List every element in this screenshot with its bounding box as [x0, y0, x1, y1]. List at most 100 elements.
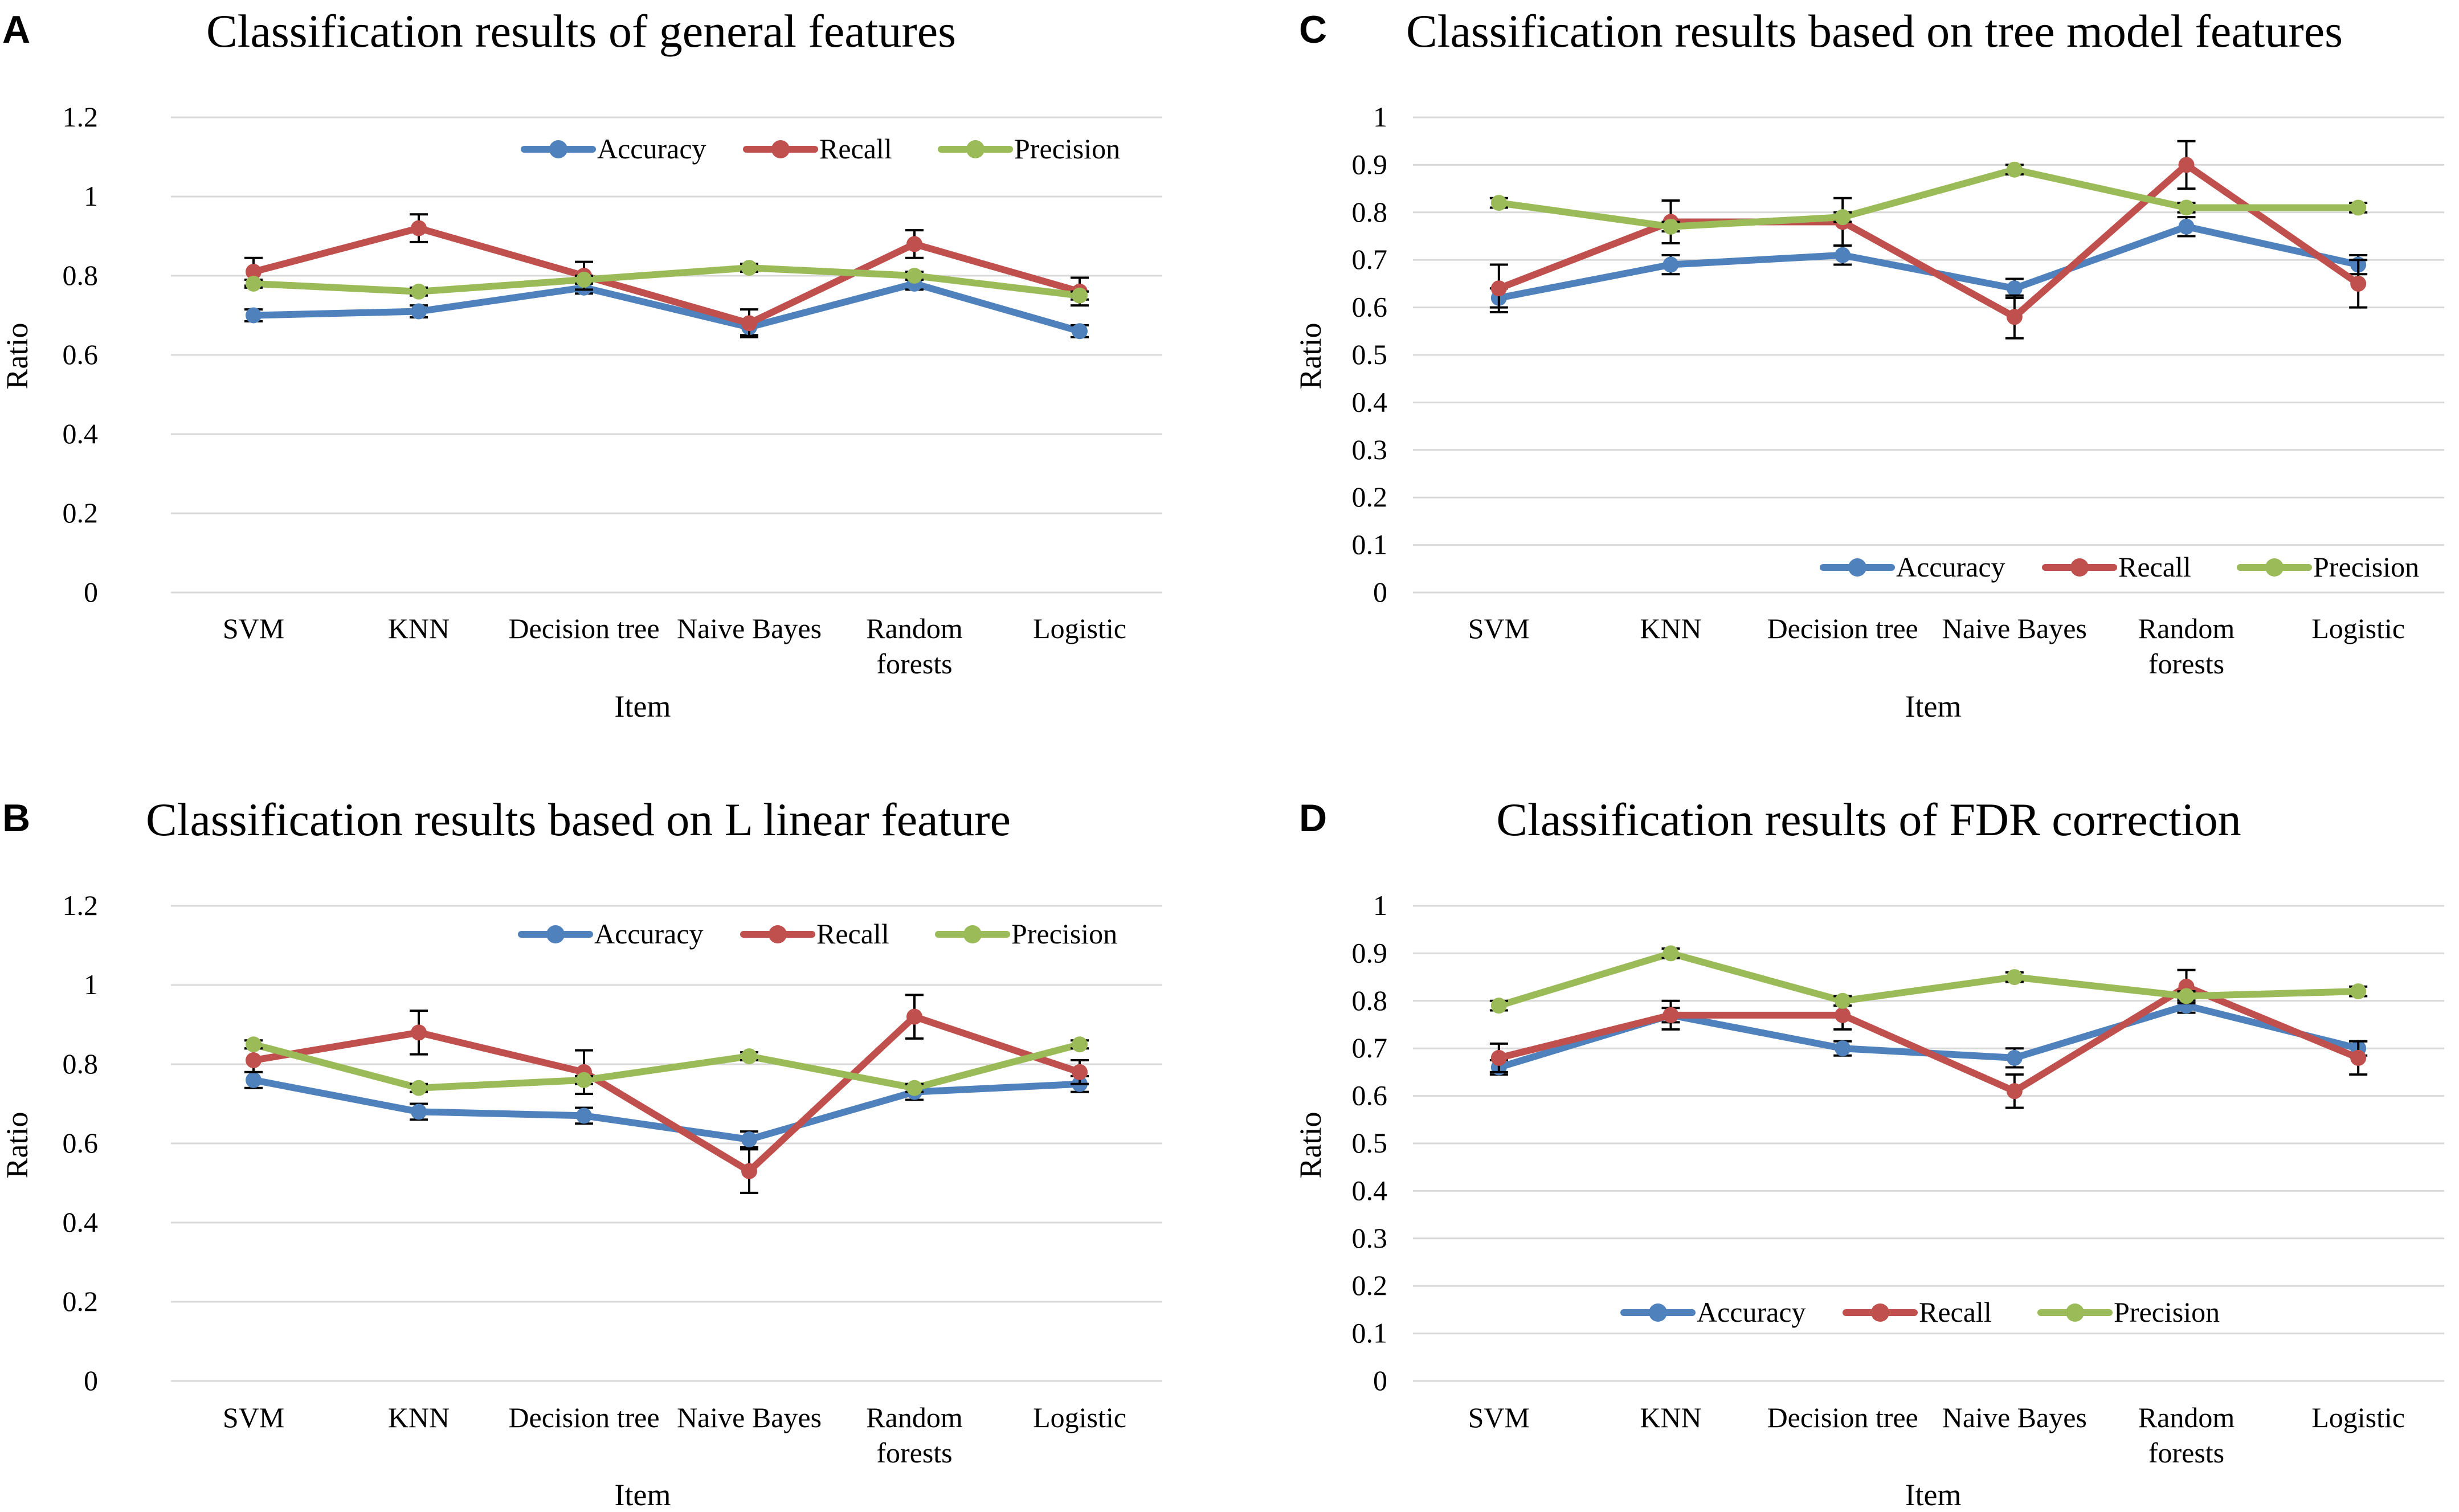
- legend-swatch-marker: [769, 925, 787, 943]
- x-tick-label: Logistic: [2311, 1401, 2405, 1433]
- data-point: [2350, 199, 2367, 216]
- x-tick-label-line: Naive Bayes: [677, 1401, 822, 1433]
- x-tick-label-line: Random: [2138, 612, 2235, 644]
- x-tick-label: SVM: [223, 1401, 284, 1433]
- data-point: [1072, 287, 1088, 304]
- y-tick-label: 0.8: [1352, 984, 1388, 1016]
- legend-label: Accuracy: [597, 133, 706, 165]
- panel-letter: B: [2, 796, 30, 840]
- x-tick-label-line: Naive Bayes: [677, 612, 822, 644]
- y-tick-label: 0.3: [1352, 434, 1388, 465]
- y-tick-label: 0.7: [1352, 243, 1388, 275]
- y-tick-label: 0.4: [63, 1206, 99, 1238]
- legend-label: Accuracy: [594, 918, 704, 950]
- series-line: [250, 280, 1083, 335]
- y-tick-label: 0.6: [63, 1127, 99, 1159]
- data-point: [2006, 1083, 2023, 1100]
- x-tick-label-line: SVM: [223, 1401, 284, 1433]
- data-point: [741, 1163, 757, 1179]
- data-point: [1835, 992, 1851, 1009]
- legend-label: Precision: [2313, 551, 2419, 583]
- data-point: [576, 1108, 592, 1124]
- x-tick-label: Logistic: [1033, 612, 1126, 644]
- chart-panel-b: B Classification results based on L linea…: [0, 794, 1162, 1512]
- data-point: [2350, 275, 2367, 292]
- series-line: [1495, 950, 2362, 1010]
- y-tick-label: 0.4: [1352, 386, 1388, 418]
- x-tick-label: KNN: [1640, 1401, 1701, 1433]
- panel-letter: A: [2, 8, 30, 51]
- x-tick-label-line: Decision tree: [508, 1401, 659, 1433]
- data-point: [906, 1008, 922, 1025]
- x-tick-label: Random forests: [2138, 612, 2235, 680]
- data-point: [2006, 309, 2023, 325]
- x-tick-label-line: KNN: [388, 612, 450, 644]
- legend-label: Precision: [1011, 918, 1117, 950]
- legend-swatch-marker: [1649, 1303, 1667, 1322]
- data-point: [411, 1024, 427, 1041]
- x-tick-label: SVM: [1468, 1401, 1530, 1433]
- y-tick-label: 0.2: [1352, 1269, 1388, 1301]
- series-line: [250, 224, 1083, 327]
- y-tick-label: 0.6: [1352, 291, 1388, 323]
- data-point: [2006, 161, 2023, 178]
- data-point: [741, 315, 757, 332]
- x-tick-label-line: Decision tree: [1767, 612, 1918, 644]
- chart-title: Classification results of FDR correction: [1496, 794, 2241, 845]
- y-tick-label: 0.6: [1352, 1080, 1388, 1111]
- data-point: [1835, 1040, 1851, 1057]
- series-line: [250, 1041, 1083, 1092]
- data-point: [1835, 1007, 1851, 1023]
- data-point: [1663, 218, 1679, 235]
- legend-swatch-marker: [1848, 558, 1866, 577]
- y-axis-label: Ratio: [1293, 1112, 1327, 1179]
- data-point: [246, 1036, 262, 1053]
- x-tick-label-line: forests: [2148, 648, 2224, 680]
- series-precision: [244, 1036, 1089, 1096]
- y-tick-label: 1: [1373, 101, 1387, 133]
- legend-label: Recall: [1919, 1296, 1992, 1328]
- x-axis-label: Item: [615, 689, 671, 724]
- data-point: [2178, 199, 2195, 216]
- y-tick-label: 0.1: [1352, 529, 1388, 561]
- x-tick-label-line: Logistic: [2311, 612, 2405, 644]
- y-tick-label: 1: [84, 969, 98, 1000]
- x-tick-label: Naive Bayes: [1942, 612, 2087, 644]
- y-tick-label: 0: [84, 1364, 98, 1396]
- panel-letter: C: [1299, 8, 1327, 51]
- data-point: [906, 1080, 922, 1096]
- y-tick-label: 0: [1373, 1364, 1387, 1396]
- chart-title: Classification results based on L linear…: [146, 794, 1011, 845]
- data-point: [1490, 1049, 1507, 1066]
- data-point: [576, 1072, 592, 1088]
- y-tick-label: 0.5: [1352, 1127, 1388, 1159]
- legend: Accuracy Recall Precision: [521, 133, 1120, 165]
- x-tick-label: Naive Bayes: [677, 1401, 822, 1433]
- x-tick-label-line: Random: [2138, 1401, 2235, 1433]
- y-axis-label: Ratio: [0, 1112, 34, 1179]
- data-point: [2006, 969, 2023, 986]
- legend-label: Recall: [816, 918, 889, 950]
- x-tick-label: KNN: [388, 612, 450, 644]
- y-tick-label: 0: [84, 576, 98, 608]
- x-axis-label: Item: [1905, 689, 1962, 724]
- series-line: [1495, 166, 2362, 230]
- x-axis-label: Item: [615, 1478, 671, 1512]
- x-tick-label-line: Naive Bayes: [1942, 1401, 2087, 1433]
- y-tick-label: 0.7: [1352, 1032, 1388, 1064]
- chart-panel-c: C Classification results based on tree mo…: [1293, 5, 2444, 724]
- legend-swatch-marker: [2070, 558, 2089, 577]
- y-tick-label: 0.4: [63, 418, 99, 449]
- legend: Accuracy Recall Precision: [518, 918, 1117, 950]
- data-point: [1072, 1064, 1088, 1080]
- x-tick-label: Naive Bayes: [1942, 1401, 2087, 1433]
- data-point: [1490, 280, 1507, 297]
- data-point: [246, 1072, 262, 1088]
- legend: Accuracy Recall Precision: [1620, 1296, 2220, 1328]
- chart-title: Classification results based on tree mod…: [1406, 5, 2343, 57]
- y-tick-label: 1: [84, 180, 98, 212]
- x-tick-label-line: forests: [876, 1437, 952, 1469]
- legend-label: Recall: [819, 133, 892, 165]
- y-axis-label: Ratio: [1293, 323, 1327, 390]
